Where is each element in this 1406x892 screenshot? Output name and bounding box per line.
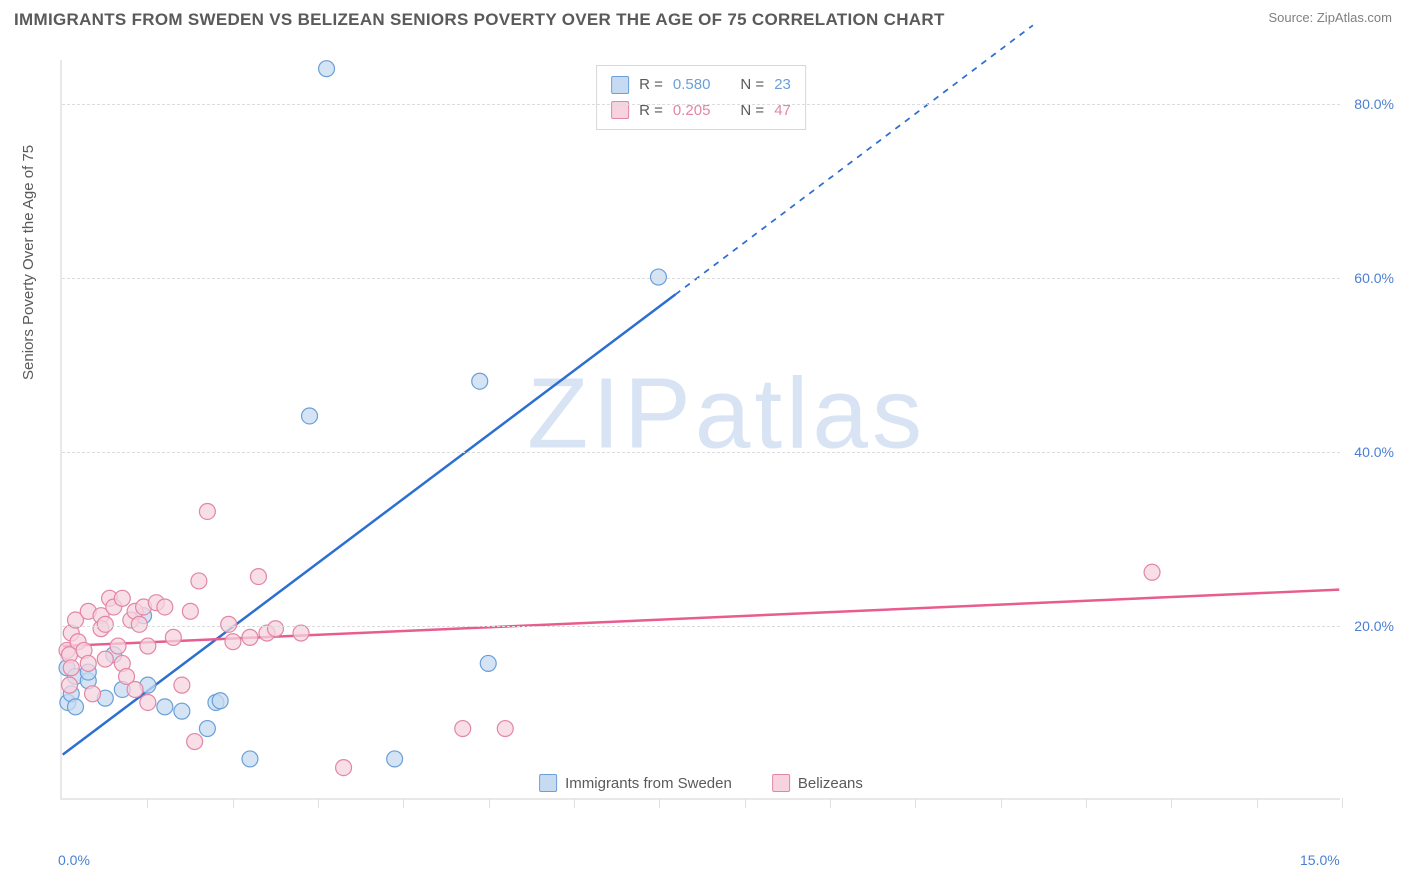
legend-label-series2: Belizeans [798,775,863,792]
correlation-stats-box: R = 0.580 N = 23 R = 0.205 N = 47 [596,65,806,130]
data-point [199,504,215,520]
x-tick [659,798,660,808]
data-point [221,616,237,632]
data-point [497,721,513,737]
r-prefix: R = [639,72,663,98]
x-tick [233,798,234,808]
y-tick-label: 60.0% [1354,270,1394,286]
data-point [293,625,309,641]
data-point [97,651,113,667]
gridline-h [62,104,1340,105]
data-point [187,734,203,750]
data-point [472,373,488,389]
data-point [242,751,258,767]
y-tick-label: 40.0% [1354,444,1394,460]
chart-plot-area: ZIPatlas R = 0.580 N = 23 R = 0.205 N = … [60,60,1340,800]
data-point [140,695,156,711]
x-tick [1001,798,1002,808]
n-prefix-2: N = [740,98,764,124]
x-tick-label: 15.0% [1300,852,1340,868]
data-point [268,621,284,637]
source-name: ZipAtlas.com [1317,10,1392,25]
x-tick [1342,798,1343,808]
n-value-series2: 47 [774,98,791,124]
gridline-h [62,452,1340,453]
n-value-series1: 23 [774,72,791,98]
data-point [63,660,79,676]
data-point [68,699,84,715]
data-point [62,677,78,693]
data-point [140,638,156,654]
gridline-h [62,278,1340,279]
x-tick [574,798,575,808]
x-tick [745,798,746,808]
y-tick-label: 20.0% [1354,618,1394,634]
legend-item-series2: Belizeans [772,774,863,792]
data-point [336,760,352,776]
data-point [191,573,207,589]
data-point [182,603,198,619]
legend-item-series1: Immigrants from Sweden [539,774,732,792]
x-tick [489,798,490,808]
x-tick [318,798,319,808]
y-axis-title: Seniors Poverty Over the Age of 75 [20,145,37,380]
data-point [80,655,96,671]
stats-row-series2: R = 0.205 N = 47 [611,98,791,124]
data-point [480,655,496,671]
data-point [1144,564,1160,580]
r-value-series1: 0.580 [673,72,711,98]
data-point [387,751,403,767]
data-point [131,616,147,632]
n-prefix: N = [740,72,764,98]
data-point [212,693,228,709]
source-prefix: Source: [1268,10,1316,25]
x-tick [1257,798,1258,808]
source-attribution: Source: ZipAtlas.com [1268,10,1392,25]
data-point [127,681,143,697]
data-point [85,686,101,702]
chart-header: IMMIGRANTS FROM SWEDEN VS BELIZEAN SENIO… [14,10,1392,30]
x-tick [915,798,916,808]
chart-title: IMMIGRANTS FROM SWEDEN VS BELIZEAN SENIO… [14,10,945,30]
x-tick [1171,798,1172,808]
data-point [174,677,190,693]
legend-swatch-series2 [772,774,790,792]
data-point [455,721,471,737]
r-value-series2: 0.205 [673,98,711,124]
y-tick-label: 80.0% [1354,96,1394,112]
data-point [157,599,173,615]
scatter-plot-svg [62,60,1340,798]
x-tick [830,798,831,808]
data-point [242,629,258,645]
data-point [199,721,215,737]
legend-bottom: Immigrants from Sweden Belizeans [539,774,863,792]
legend-label-series1: Immigrants from Sweden [565,775,732,792]
r-prefix-2: R = [639,98,663,124]
data-point [97,616,113,632]
swatch-series1 [611,76,629,94]
gridline-h [62,626,1340,627]
legend-swatch-series1 [539,774,557,792]
data-point [114,590,130,606]
data-point [110,638,126,654]
data-point [319,61,335,77]
data-point [302,408,318,424]
x-tick [1086,798,1087,808]
data-point [250,569,266,585]
data-point [174,703,190,719]
x-tick [403,798,404,808]
x-tick-label: 0.0% [58,852,90,868]
data-point [157,699,173,715]
stats-row-series1: R = 0.580 N = 23 [611,72,791,98]
data-point [225,634,241,650]
data-point [165,629,181,645]
x-tick [147,798,148,808]
